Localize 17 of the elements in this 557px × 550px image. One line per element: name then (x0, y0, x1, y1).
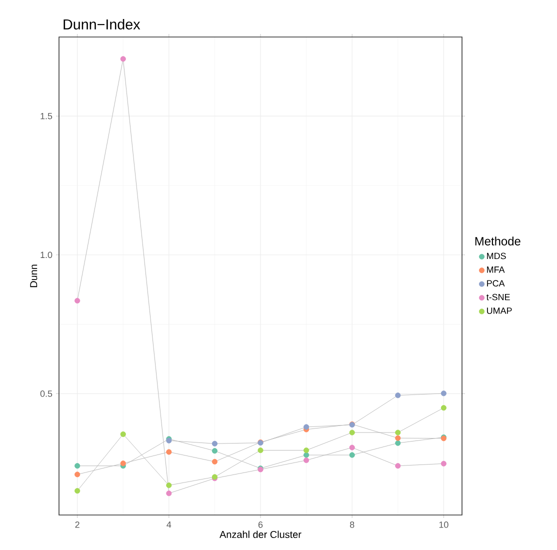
y-axis-title: Dunn (30, 264, 38, 288)
y-tick-label: 1.5 (40, 112, 52, 120)
y-tick-label: 0.5 (40, 390, 52, 397)
legend-label: MFA (487, 266, 505, 273)
legend-label: UMAP (487, 308, 512, 314)
x-tick-label: 8 (350, 521, 354, 528)
x-tick-label: 6 (258, 521, 263, 528)
legend-label: t-SNE (486, 294, 510, 300)
x-tick-label: 10 (439, 521, 448, 528)
legend-label: MDS (487, 252, 506, 260)
legend-label: PCA (487, 280, 505, 287)
x-axis-title: Anzahl der Cluster (220, 530, 302, 538)
y-tick-label: 1.0 (40, 252, 52, 258)
x-tick-label: 4 (166, 521, 172, 528)
x-tick-label: 2 (75, 521, 80, 528)
legend-title: Methode (475, 236, 520, 246)
chart-title: Dunn−Index (64, 18, 140, 30)
